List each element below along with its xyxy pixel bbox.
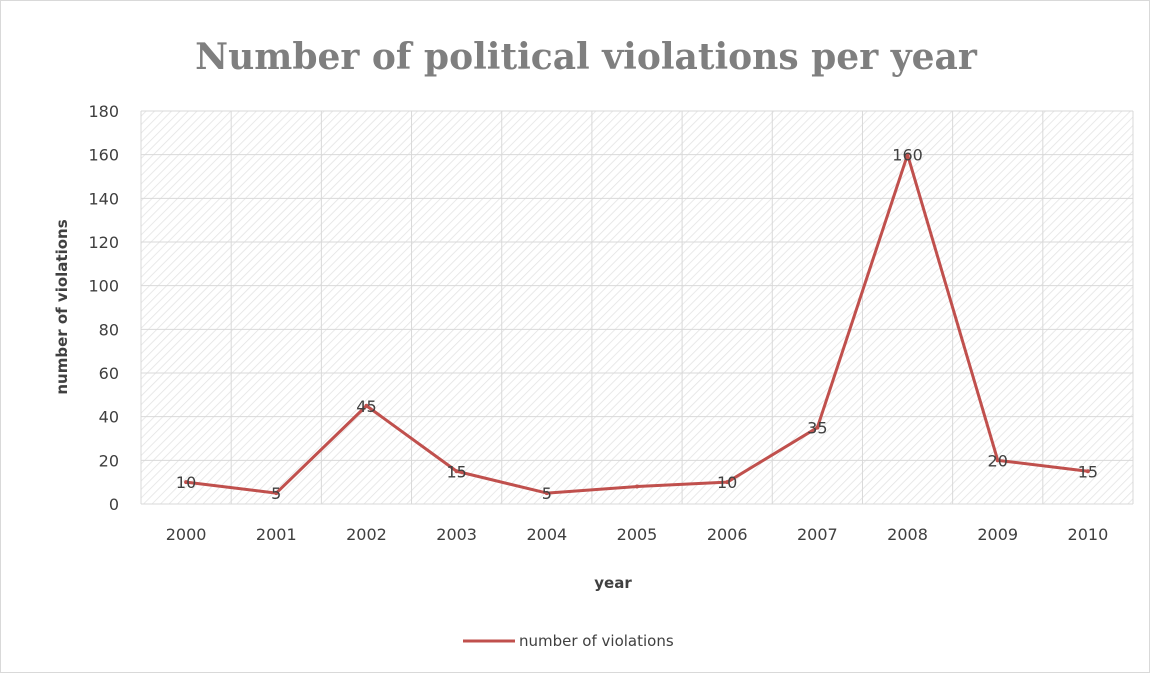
legend: number of violations — [463, 632, 674, 650]
x-axis-title: year — [594, 574, 632, 592]
x-tick-label: 2005 — [617, 525, 658, 544]
data-label: 10 — [717, 473, 737, 492]
data-point — [544, 491, 549, 496]
data-label: 15 — [1078, 462, 1098, 481]
data-label: 10 — [176, 473, 196, 492]
data-label: 160 — [892, 146, 923, 165]
data-label: 45 — [356, 397, 376, 416]
y-tick-label: 20 — [99, 451, 119, 470]
x-tick-label: 2006 — [707, 525, 748, 544]
data-point — [274, 491, 279, 496]
y-tick-label: 60 — [99, 364, 119, 383]
y-tick-label: 180 — [88, 102, 119, 121]
legend-label: number of violations — [519, 632, 674, 650]
plot-area — [141, 111, 1133, 504]
x-tick-label: 2003 — [436, 525, 477, 544]
y-axis-title: number of violations — [53, 219, 71, 394]
y-tick-label: 0 — [109, 495, 119, 514]
data-point — [454, 469, 459, 474]
data-point — [1085, 469, 1090, 474]
data-point — [815, 425, 820, 430]
y-tick-label: 100 — [88, 277, 119, 296]
data-label: 35 — [807, 419, 827, 438]
chart-title: Number of political violations per year — [195, 36, 978, 78]
data-point — [364, 403, 369, 408]
y-tick-label: 160 — [88, 146, 119, 165]
x-tick-label: 2009 — [977, 525, 1018, 544]
data-point — [184, 480, 189, 485]
series-layer — [184, 152, 1090, 496]
x-tick-label: 2001 — [256, 525, 297, 544]
x-tick-label: 2004 — [526, 525, 567, 544]
x-tick-label: 2010 — [1068, 525, 1109, 544]
x-tick-label: 2002 — [346, 525, 387, 544]
y-tick-label: 40 — [99, 408, 119, 427]
data-label: 20 — [988, 451, 1008, 470]
x-tick-label: 2008 — [887, 525, 928, 544]
data-labels: 10 5 45 15 5 10 35 160 20 15 — [176, 146, 1098, 503]
x-tick-label: 2000 — [166, 525, 207, 544]
data-point — [725, 480, 730, 485]
x-tick-label: 2007 — [797, 525, 838, 544]
data-label: 15 — [446, 462, 466, 481]
data-label: 5 — [271, 484, 281, 503]
data-label: 5 — [542, 484, 552, 503]
y-tick-label: 80 — [99, 320, 119, 339]
y-tick-label: 140 — [88, 189, 119, 208]
x-axis-ticks: 2000 2001 2002 2003 2004 2005 2006 2007 2008 2009… — [166, 525, 1109, 544]
y-axis-ticks: 0 20 40 60 80 100 120 140 160 180 — [88, 102, 119, 514]
y-tick-label: 120 — [88, 233, 119, 252]
data-point — [905, 152, 910, 157]
data-point — [995, 458, 1000, 463]
data-point — [635, 484, 639, 489]
